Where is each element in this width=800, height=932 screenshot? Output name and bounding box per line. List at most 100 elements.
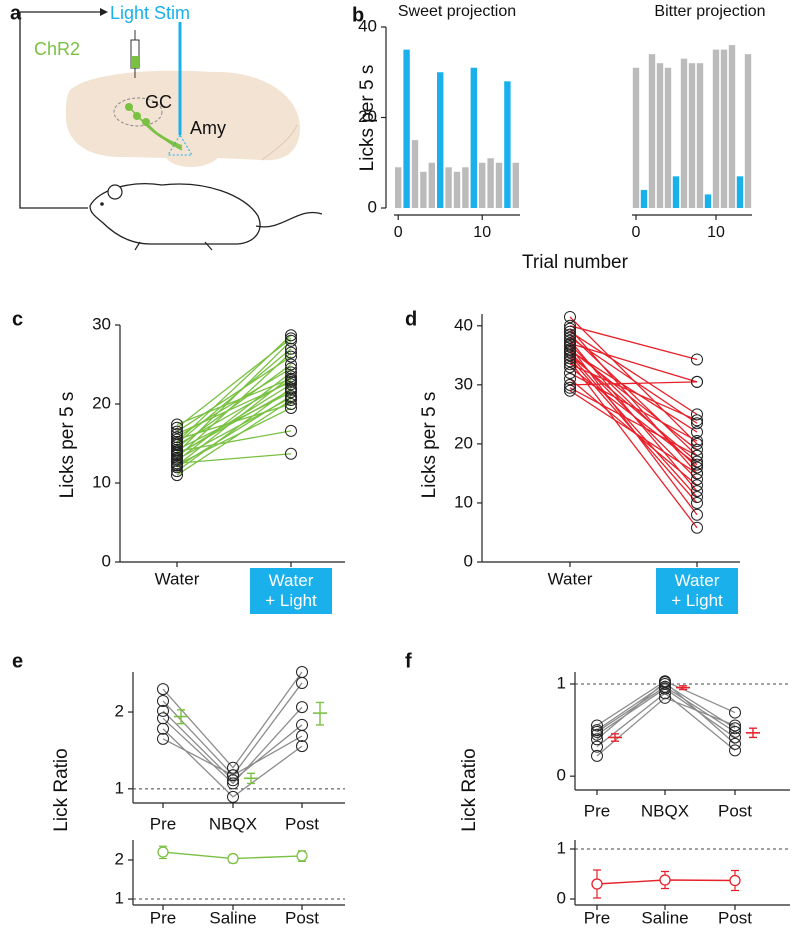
- x-tick-label: Post: [285, 908, 319, 927]
- point: [691, 467, 703, 480]
- x-tick-label: Water: [548, 569, 593, 588]
- point: [564, 352, 576, 365]
- point: [729, 722, 741, 735]
- pair-line: [569, 357, 698, 504]
- panel-label: e: [12, 650, 23, 672]
- point: [564, 328, 576, 341]
- pair-line: [176, 337, 292, 429]
- pair-line: [176, 430, 292, 453]
- bar: [712, 49, 720, 208]
- pair-line: [569, 344, 698, 468]
- bar: [672, 176, 680, 208]
- y-tick-label: 1: [115, 778, 124, 797]
- panel-label: c: [12, 308, 23, 330]
- x-tick-label: Pre: [584, 801, 610, 820]
- point: [591, 725, 603, 738]
- point: [171, 465, 183, 478]
- mouse-ear: [107, 184, 123, 200]
- point: [659, 874, 671, 886]
- point: [285, 447, 297, 460]
- point: [691, 443, 703, 456]
- pair-line: [596, 697, 736, 757]
- point: [659, 691, 671, 704]
- pair-line: [569, 350, 698, 433]
- point: [729, 744, 741, 757]
- pair-line: [569, 366, 698, 466]
- point: [285, 329, 297, 342]
- point: [296, 850, 308, 862]
- point: [285, 375, 297, 388]
- y-axis-label: Licks per 5 s: [57, 392, 78, 499]
- bar: [736, 176, 744, 208]
- point: [227, 777, 239, 790]
- x-tick-label: 10: [707, 224, 725, 241]
- point: [729, 706, 741, 719]
- panel-label: f: [405, 650, 412, 672]
- y-tick-label: 20: [92, 393, 111, 412]
- pair-line: [176, 371, 292, 462]
- x-tick-label: 10: [473, 224, 491, 241]
- category-box: Water + Light: [250, 568, 332, 614]
- point: [659, 682, 671, 695]
- bar: [428, 162, 435, 208]
- point: [171, 431, 183, 444]
- point: [296, 740, 308, 753]
- y-tick-label: 2: [115, 849, 124, 868]
- point: [171, 421, 183, 434]
- point: [729, 719, 741, 732]
- point: [171, 448, 183, 461]
- bar: [495, 162, 503, 208]
- point: [157, 846, 169, 858]
- mouse-tail: [255, 211, 323, 228]
- point: [564, 384, 576, 397]
- point: [296, 730, 308, 743]
- point: [591, 728, 603, 741]
- chart-title: Sweet projection: [398, 3, 516, 20]
- point: [285, 358, 297, 371]
- y-tick-label: 10: [92, 472, 111, 491]
- point: [564, 319, 576, 332]
- neuron: [133, 112, 141, 120]
- y-tick-label: 0: [464, 551, 473, 570]
- point: [296, 676, 308, 689]
- brain-fold: [261, 124, 298, 161]
- point: [691, 353, 703, 366]
- point: [691, 417, 703, 430]
- pair-line: [176, 348, 292, 444]
- y-tick-label: 0: [557, 766, 566, 785]
- point: [691, 508, 703, 521]
- point: [285, 424, 297, 437]
- x-tick-label: Pre: [150, 908, 176, 927]
- pair-line: [596, 683, 736, 731]
- panel-label: a: [10, 2, 22, 24]
- neuron: [125, 103, 133, 111]
- pair-line: [176, 399, 292, 476]
- point: [171, 469, 183, 482]
- point: [157, 683, 169, 696]
- pair-line: [176, 356, 292, 433]
- pair-line: [569, 328, 698, 474]
- y-tick-label: 0: [102, 551, 111, 570]
- point: [564, 310, 576, 323]
- bar: [688, 63, 696, 209]
- point: [564, 349, 576, 362]
- bar: [640, 189, 648, 208]
- point: [591, 749, 603, 762]
- x-tick-label: Water + Light: [250, 568, 332, 614]
- bar: [395, 167, 402, 208]
- point: [157, 704, 169, 717]
- y-tick-label: 0: [557, 888, 566, 907]
- pair-line: [176, 391, 292, 451]
- point: [285, 391, 297, 404]
- pair-line: [176, 407, 292, 466]
- point: [564, 381, 576, 394]
- pair-line: [569, 331, 698, 415]
- pair-line: [176, 389, 292, 456]
- point: [564, 322, 576, 335]
- point: [171, 458, 183, 471]
- point: [729, 731, 741, 744]
- y-tick-label: 0: [368, 197, 377, 216]
- point: [591, 719, 603, 732]
- x-tick-label: NBQX: [641, 801, 689, 820]
